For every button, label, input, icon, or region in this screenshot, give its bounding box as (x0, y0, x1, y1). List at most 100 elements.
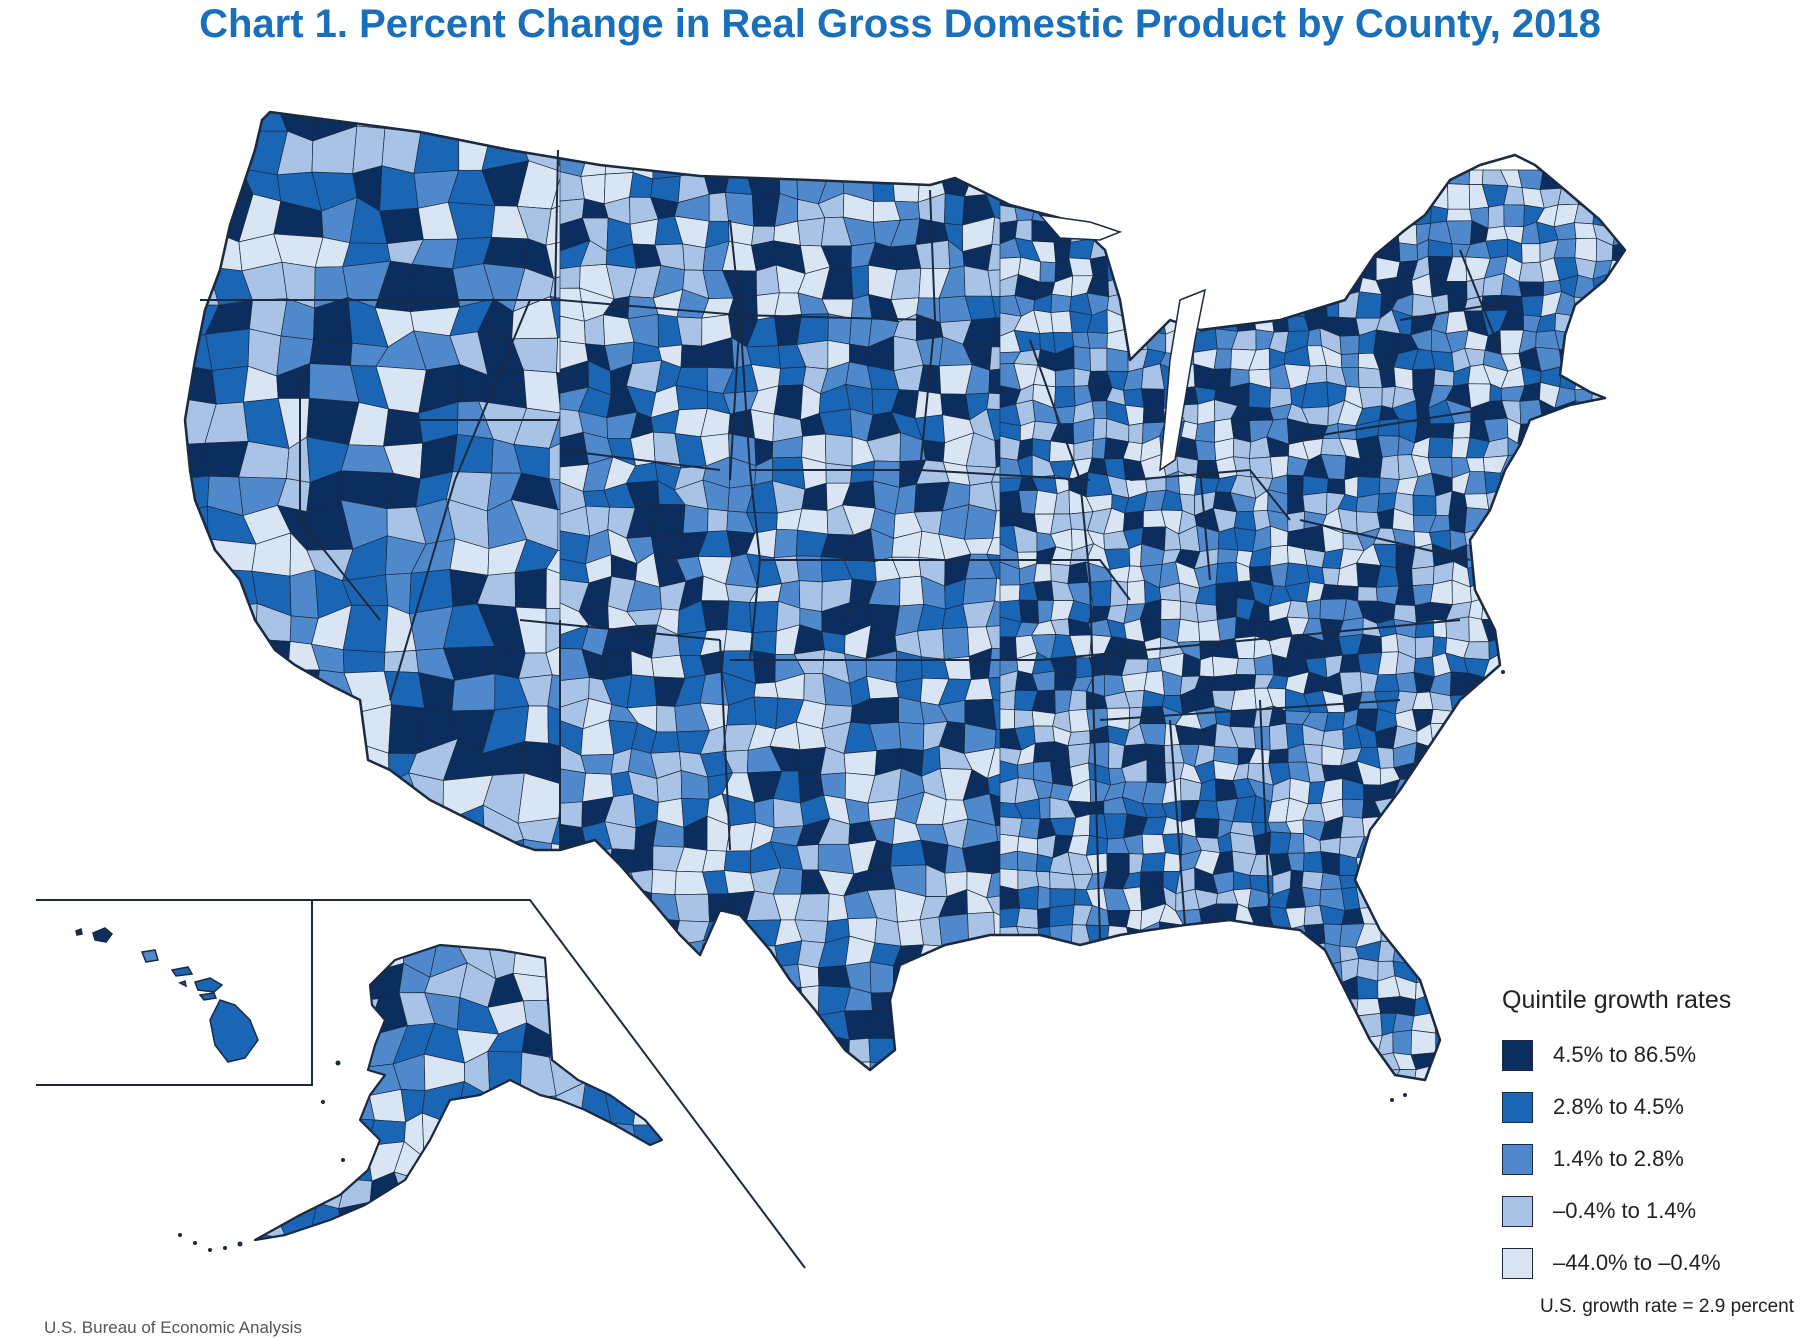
county-cell (1355, 874, 1382, 889)
county-cell (1595, 691, 1617, 711)
county-cell (986, 1009, 1017, 1041)
county-cell (1323, 1085, 1340, 1106)
county-cell (559, 963, 583, 994)
county-cell (335, 1055, 370, 1098)
county-cell (1574, 471, 1599, 498)
county-cell (1556, 885, 1580, 913)
county-cell (1463, 873, 1487, 894)
county-cell (1123, 184, 1145, 206)
county-cell (1446, 208, 1473, 222)
county-cell (584, 1025, 617, 1060)
county-cell (614, 945, 649, 970)
county-cell (850, 264, 869, 300)
county-cell (1032, 183, 1056, 211)
county-cell (1270, 959, 1291, 985)
county-cell (1589, 873, 1610, 891)
county-cell (423, 1171, 470, 1219)
county-cell (1195, 169, 1220, 193)
county-cell (726, 942, 757, 965)
county-cell (185, 442, 210, 479)
county-cell (914, 390, 943, 419)
county-cell (602, 1203, 646, 1240)
county-cell (1248, 1050, 1274, 1068)
county-cell (1323, 712, 1346, 732)
county-cell (556, 1211, 588, 1240)
county-cell (1252, 945, 1274, 967)
county-cell (1141, 257, 1167, 283)
county-cell (1535, 549, 1563, 570)
county-cell (1379, 454, 1400, 480)
county-cell (1068, 1052, 1095, 1073)
county-cell (1217, 548, 1239, 564)
county-cell (556, 1237, 576, 1240)
county-cell (918, 1057, 941, 1080)
county-cell (185, 164, 222, 199)
county-cell (1068, 689, 1088, 712)
county-cell (1301, 870, 1324, 891)
county-cell (1391, 851, 1410, 877)
county-cell (1265, 942, 1292, 967)
county-cell (1252, 923, 1274, 949)
county-cell (1431, 942, 1455, 966)
county-cell (892, 149, 923, 180)
county-cell (281, 1238, 309, 1240)
county-cell (1538, 417, 1560, 443)
county-cell (1108, 961, 1128, 983)
county-cell (1108, 994, 1128, 1020)
county-cell (1125, 1048, 1144, 1072)
county-cell (1504, 942, 1524, 964)
county-cell (848, 1061, 871, 1080)
county-cell (1339, 202, 1364, 225)
county-cell (1014, 709, 1035, 729)
county-cell (383, 408, 424, 447)
county-cell (699, 961, 728, 997)
county-cell (1501, 489, 1522, 510)
county-cell (1409, 874, 1435, 895)
county-cell (1577, 761, 1599, 787)
county-cell (1574, 616, 1599, 643)
county-cell (1487, 509, 1509, 533)
county-cell (1613, 545, 1625, 569)
county-cell (1320, 981, 1343, 1000)
county-cell (1106, 852, 1130, 875)
county-cell (1269, 1012, 1292, 1036)
county-cell (1396, 834, 1411, 855)
county-cell (1572, 634, 1599, 659)
county-cell (999, 978, 1019, 1001)
county-cell (1362, 221, 1379, 247)
county-cell (1430, 723, 1450, 749)
county-cell (1144, 1084, 1161, 1106)
county-cell (1482, 959, 1506, 982)
county-cell (1266, 295, 1291, 315)
county-cell (1141, 994, 1166, 1017)
county-cell (1517, 713, 1539, 730)
county-cell (1269, 1032, 1290, 1054)
county-cell (1409, 796, 1437, 821)
county-cell (1037, 885, 1051, 910)
county-cell (1233, 1050, 1254, 1069)
county-cell (1392, 169, 1416, 189)
county-cell (1535, 705, 1563, 729)
county-cell (414, 112, 460, 134)
county-cell (244, 707, 285, 745)
county-cell (1199, 221, 1221, 246)
county-cell (1608, 873, 1625, 891)
county-cell (1288, 258, 1310, 282)
county-cell (1287, 993, 1306, 1021)
county-cell (1591, 743, 1613, 768)
county-cell (1395, 672, 1418, 694)
county-cell (1484, 905, 1501, 928)
county-cell (1108, 978, 1124, 1003)
county-cell (207, 739, 258, 790)
county-cell (272, 1150, 316, 1185)
county-cell (1392, 796, 1420, 819)
county-cell (1302, 851, 1324, 873)
county-cell (1503, 204, 1525, 227)
county-cell (1559, 508, 1578, 531)
county-cell (1127, 1015, 1145, 1039)
county-cell (1289, 942, 1310, 963)
county-cell (1141, 1048, 1166, 1072)
county-cell (800, 1057, 828, 1080)
county-cell (1141, 1029, 1167, 1053)
county-cell (1214, 186, 1239, 211)
